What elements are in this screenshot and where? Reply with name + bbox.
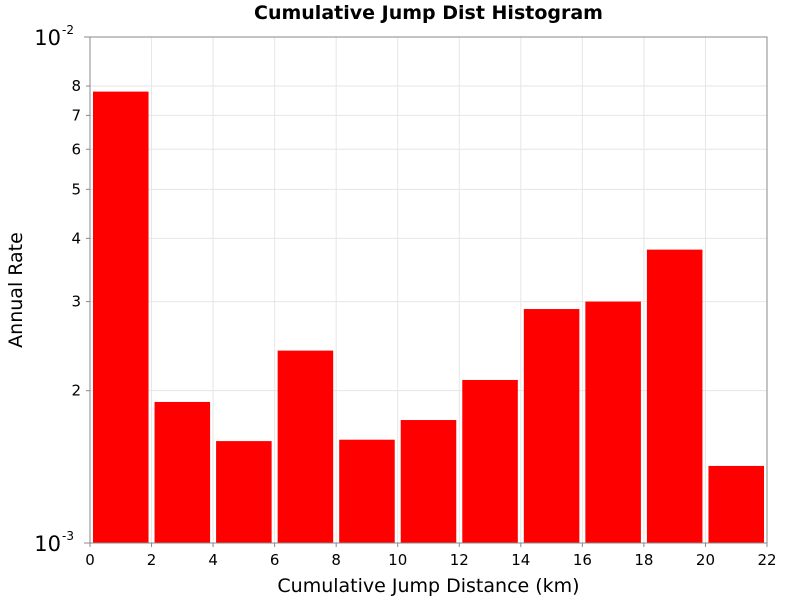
bars: [93, 91, 764, 543]
y-axis-label: Annual Rate: [5, 232, 27, 348]
x-tick-label: 14: [511, 551, 530, 569]
y-tick-label: 4: [71, 229, 81, 247]
y-major-tick-label: 10: [34, 532, 61, 556]
x-tick-label: 12: [450, 551, 469, 569]
histogram-bar: [523, 309, 580, 543]
x-tick-label: 4: [208, 551, 218, 569]
histogram-bar: [339, 439, 395, 543]
y-tick-label: 2: [71, 382, 81, 400]
y-tick-label: 7: [71, 106, 81, 124]
x-tick-label: 10: [388, 551, 407, 569]
x-tick-label: 8: [331, 551, 341, 569]
x-tick-label: 18: [634, 551, 653, 569]
y-tick-label: 5: [71, 180, 81, 198]
histogram-bar: [462, 379, 518, 543]
histogram-bar: [154, 401, 211, 543]
x-axis-label: Cumulative Jump Distance (km): [277, 575, 579, 597]
y-major-tick-exponent: -3: [62, 529, 74, 543]
x-tick-label: 16: [573, 551, 592, 569]
x-tick-label: 0: [85, 551, 95, 569]
histogram-bar: [216, 441, 272, 543]
y-tick-label: 3: [71, 293, 81, 311]
plot-frame: [89, 36, 768, 544]
y-tick-label: 6: [71, 140, 81, 158]
histogram-bar: [93, 91, 149, 543]
y-major-tick-label: 10: [34, 26, 61, 50]
histogram-bar: [708, 465, 764, 543]
x-tick-label: 2: [147, 551, 157, 569]
histogram-bar: [400, 420, 457, 543]
x-axis-ticks: 0 2 4 6 8 10 12 14 16 18 20 22: [85, 543, 777, 569]
chart-title: Cumulative Jump Dist Histogram: [254, 2, 603, 24]
x-tick-label: 20: [696, 551, 715, 569]
histogram-bar: [277, 350, 334, 543]
histogram-bar: [585, 301, 641, 543]
y-major-tick-exponent: -2: [62, 23, 74, 37]
x-tick-label: 6: [270, 551, 280, 569]
x-tick-label: 22: [757, 551, 776, 569]
histogram-bar: [646, 249, 703, 543]
y-tick-label: 8: [71, 77, 81, 95]
